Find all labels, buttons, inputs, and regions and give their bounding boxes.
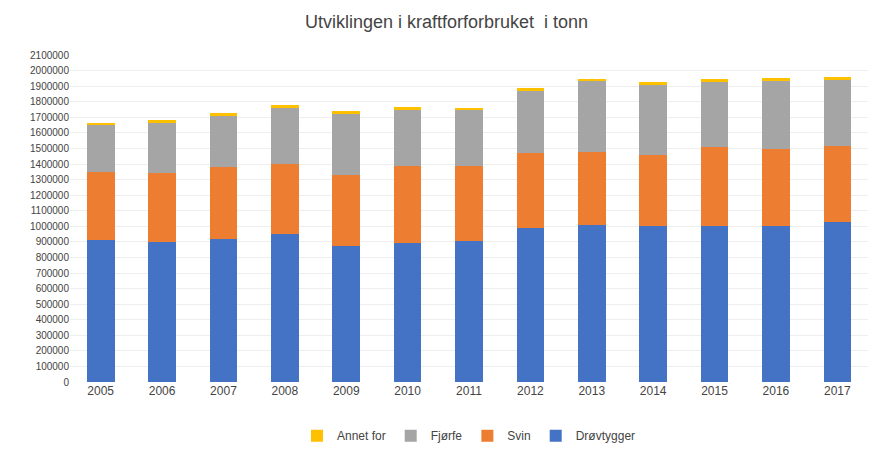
- svg-text:2016: 2016: [763, 384, 790, 398]
- svg-text:Drøvtygger: Drøvtygger: [576, 429, 635, 443]
- svg-text:2011: 2011: [456, 384, 482, 398]
- svg-text:1700000: 1700000: [30, 112, 69, 123]
- svg-text:2010: 2010: [394, 384, 421, 398]
- svg-text:Annet for: Annet for: [337, 429, 386, 443]
- svg-text:1000000: 1000000: [30, 221, 69, 232]
- svg-text:2000000: 2000000: [30, 65, 69, 76]
- svg-text:Svin: Svin: [507, 429, 530, 443]
- svg-text:1800000: 1800000: [30, 96, 69, 107]
- svg-text:1200000: 1200000: [30, 190, 69, 201]
- svg-text:2014: 2014: [640, 384, 667, 398]
- svg-text:2015: 2015: [701, 384, 728, 398]
- svg-text:1100000: 1100000: [31, 205, 70, 216]
- svg-text:200000: 200000: [36, 345, 70, 356]
- svg-text:300000: 300000: [36, 330, 70, 341]
- svg-text:0: 0: [63, 377, 69, 388]
- svg-text:2005: 2005: [87, 384, 114, 398]
- svg-text:400000: 400000: [36, 314, 70, 325]
- svg-text:2013: 2013: [578, 384, 605, 398]
- svg-text:500000: 500000: [36, 299, 70, 310]
- svg-text:2008: 2008: [271, 384, 298, 398]
- svg-text:Utviklingen i kraftforforbruke: Utviklingen i kraftforforbruket i tonn: [305, 12, 588, 32]
- svg-text:Fjørfe: Fjørfe: [431, 429, 463, 443]
- svg-text:1300000: 1300000: [30, 174, 69, 185]
- svg-text:900000: 900000: [36, 236, 70, 247]
- svg-text:1500000: 1500000: [30, 143, 69, 154]
- svg-text:800000: 800000: [36, 252, 70, 263]
- svg-text:100000: 100000: [36, 361, 70, 372]
- svg-text:1600000: 1600000: [30, 127, 69, 138]
- svg-text:2009: 2009: [333, 384, 360, 398]
- svg-text:2007: 2007: [210, 384, 237, 398]
- svg-text:2017: 2017: [824, 384, 851, 398]
- svg-text:2012: 2012: [517, 384, 544, 398]
- svg-text:1900000: 1900000: [30, 81, 69, 92]
- svg-text:2100000: 2100000: [30, 50, 69, 61]
- svg-text:1400000: 1400000: [30, 159, 69, 170]
- svg-text:600000: 600000: [36, 283, 70, 294]
- svg-text:700000: 700000: [36, 268, 70, 279]
- svg-text:2006: 2006: [149, 384, 176, 398]
